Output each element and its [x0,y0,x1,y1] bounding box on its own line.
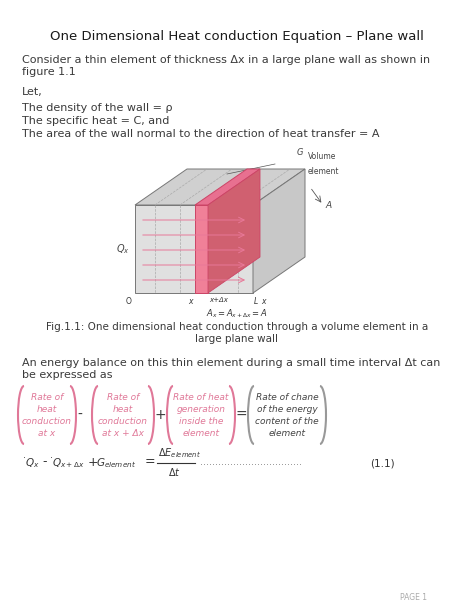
Text: -: - [42,455,46,468]
Text: x: x [189,297,193,306]
Text: ˙: ˙ [49,457,54,467]
Text: $Q_x$: $Q_x$ [116,242,130,256]
Polygon shape [135,169,305,205]
Text: content of the: content of the [255,417,319,426]
Text: Volume: Volume [308,152,337,161]
Text: Rate of chane: Rate of chane [255,393,319,402]
Text: Let,: Let, [22,87,43,97]
Polygon shape [253,169,305,293]
Text: O: O [126,297,132,306]
Text: $Q_x$: $Q_x$ [25,456,39,470]
Text: Consider a thin element of thickness Δx in a large plane wall as shown in
figure: Consider a thin element of thickness Δx … [22,55,430,77]
Text: x+Δx: x+Δx [209,297,228,303]
Text: $\Delta E_{element}$: $\Delta E_{element}$ [158,446,201,460]
Text: Fig.1.1: One dimensional heat conduction through a volume element in a
large pla: Fig.1.1: One dimensional heat conduction… [46,322,428,344]
Polygon shape [195,169,260,205]
Text: ˙: ˙ [22,457,27,467]
Polygon shape [195,205,208,293]
Text: at x: at x [38,429,55,438]
Text: G: G [297,148,303,157]
Text: Rate of: Rate of [107,393,139,402]
Text: x: x [261,297,265,306]
Text: A: A [325,200,331,210]
Text: PAGE 1: PAGE 1 [400,593,427,602]
Text: Rate of heat: Rate of heat [173,393,228,402]
Text: Rate of: Rate of [31,393,63,402]
Text: ..................................: .................................. [200,457,302,467]
Text: generation: generation [176,405,226,414]
Text: element: element [182,429,219,438]
Text: $G_{element}$: $G_{element}$ [96,456,136,470]
Text: +: + [155,408,167,422]
Polygon shape [135,205,253,293]
Text: $\Delta t$: $\Delta t$ [168,466,181,478]
Text: =: = [236,408,247,422]
Text: element: element [308,167,339,176]
Text: An energy balance on this thin element during a small time interval Δt can
be ex: An energy balance on this thin element d… [22,358,440,379]
Text: conduction: conduction [98,417,148,426]
Text: -: - [77,408,82,422]
Text: (1.1): (1.1) [370,458,395,468]
Polygon shape [208,169,260,293]
Text: $Q_{x+\Delta x}$: $Q_{x+\Delta x}$ [213,251,240,264]
Text: heat: heat [113,405,133,414]
Text: $A_x = A_{x+\Delta x} = A$: $A_x = A_{x+\Delta x} = A$ [206,307,268,319]
Text: $Q_{x+\Delta x}$: $Q_{x+\Delta x}$ [52,456,85,470]
Text: conduction: conduction [22,417,72,426]
Text: element: element [268,429,306,438]
Text: The specific heat = C, and: The specific heat = C, and [22,116,169,126]
Text: inside the: inside the [179,417,223,426]
Text: heat: heat [37,405,57,414]
Text: L: L [254,297,258,306]
Text: One Dimensional Heat conduction Equation – Plane wall: One Dimensional Heat conduction Equation… [50,30,424,43]
Text: at x + Δx: at x + Δx [102,429,144,438]
Text: =: = [145,455,155,468]
Text: The area of the wall normal to the direction of heat transfer = A: The area of the wall normal to the direc… [22,129,380,139]
Text: +: + [88,455,99,468]
Text: of the energy: of the energy [256,405,318,414]
Text: The density of the wall = ρ: The density of the wall = ρ [22,103,173,113]
